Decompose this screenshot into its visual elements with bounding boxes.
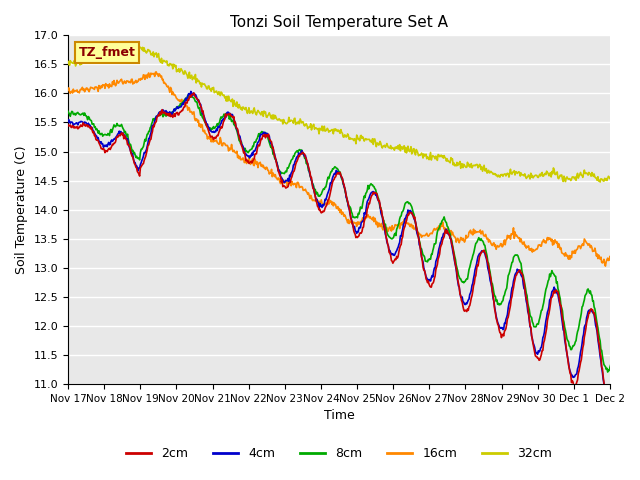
Y-axis label: Soil Temperature (C): Soil Temperature (C) <box>15 145 28 274</box>
X-axis label: Time: Time <box>324 409 355 422</box>
Text: TZ_fmet: TZ_fmet <box>79 46 136 59</box>
Title: Tonzi Soil Temperature Set A: Tonzi Soil Temperature Set A <box>230 15 448 30</box>
Legend: 2cm, 4cm, 8cm, 16cm, 32cm: 2cm, 4cm, 8cm, 16cm, 32cm <box>121 442 557 465</box>
